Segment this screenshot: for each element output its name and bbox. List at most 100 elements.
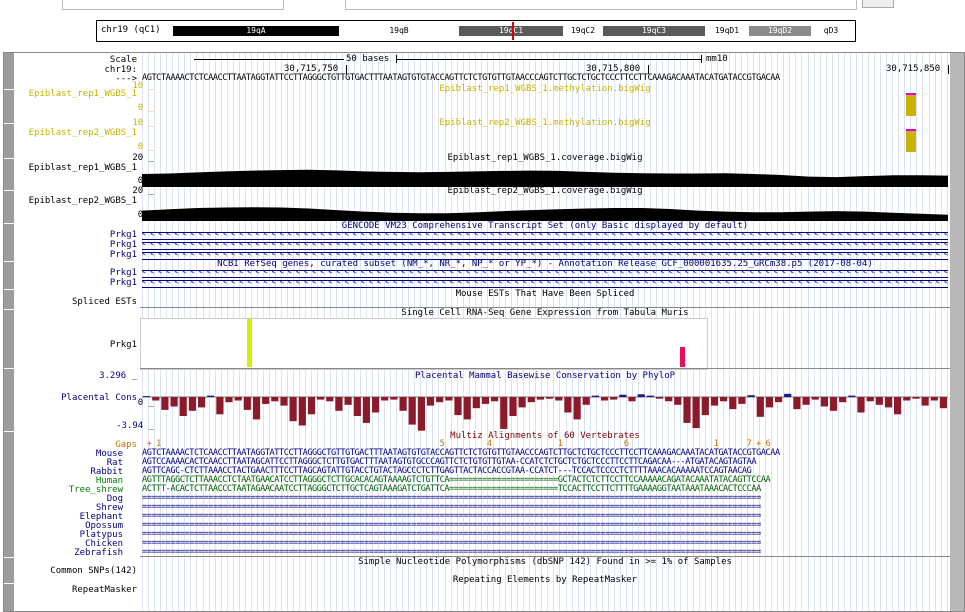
grid-line [710,53,712,611]
refseq-transcript[interactable]: < < < < < < < < < < < < < < < < < < < < < < < < < < < < < < < < < < < < < < < <… [142,268,949,278]
strand-arrow-icon: < [879,240,884,248]
phylop-graph[interactable] [142,381,948,431]
grid-line [771,53,773,611]
strand-arrow-icon: < [498,278,503,286]
meth1-track-sidebar[interactable] [4,90,14,124]
tabula-expression-bar[interactable] [247,319,252,367]
strand-arrow-icon: < [571,240,576,248]
strand-arrow-icon: < [741,230,746,238]
cov2-track-sidebar[interactable] [4,191,14,224]
ideogram-band[interactable]: 19qC2 [563,26,603,36]
species-label[interactable]: Zebrafish [74,548,123,558]
gencode-gene-label[interactable]: Prkg1 [109,230,137,240]
strand-arrow-icon: < [943,240,949,248]
rmsk-track-sidebar[interactable] [4,584,14,611]
genome-browser-image[interactable]: Scale chr19: ---> 50 bases mm10 30,715,7… [3,52,965,612]
tabula-box[interactable] [140,318,708,370]
meth2-track-sidebar[interactable] [4,124,14,159]
strand-arrow-icon: < [611,268,617,276]
strand-arrow-icon: < [538,268,544,276]
species-sequence: AGTCTAAAACTCTCAACCTTAATAGGTATTCCTTAGGGCT… [142,448,780,458]
strand-arrow-icon: < [441,268,446,276]
tabula-expression-bar[interactable] [680,347,685,367]
grid-line [728,53,730,611]
species-label[interactable]: Mouse [95,449,123,459]
meth1-value-bar[interactable] [906,95,916,116]
strand-arrow-icon: < [433,250,438,258]
ideogram-bands[interactable]: 19qA 19qB 19qC1 19qC2 19qC3 19qD1 19qD2 qD3 [173,21,851,41]
species-alignment-rows[interactable]: Mouse AGTCTAAAACTCTCAACCTTAATAGGTATTCCTTA… [4,448,950,559]
refseq-track-sidebar[interactable] [4,262,14,290]
refseq-gene-label[interactable]: Prkg1 [109,268,137,278]
gencode-track-sidebar[interactable] [4,224,14,262]
position-input[interactable] [62,0,284,10]
strand-arrow-icon: < [150,250,155,258]
species-label[interactable]: Opossum [85,521,123,531]
cov1-coverage-graph[interactable] [142,161,948,187]
cov2-coverage-graph[interactable] [142,195,948,221]
ideogram-band[interactable]: 19qC1 [459,26,563,36]
phylop-bar [793,397,801,410]
strand-arrow-icon: < [530,240,536,248]
strand-arrow-icon: < [571,250,576,258]
ideogram-band[interactable]: 19qB [339,26,459,36]
species-label[interactable]: Chicken [85,539,123,549]
gencode-transcript[interactable]: < < < < < < < < < < < < < < < < < < < < < < < < < < < < < < < < < < < < < < < <… [142,250,948,260]
ideogram-band[interactable]: 19qC3 [603,26,705,36]
species-label[interactable]: Tree_shrew [68,485,123,495]
grid-line [904,53,906,611]
ideogram-band[interactable]: 19qD2 [749,26,811,36]
species-label[interactable]: Human [95,476,123,486]
gencode-transcript[interactable]: < < < < < < < < < < < < < < < < < < < < < < < < < < < < < < < < < < < < < < < <… [142,240,949,250]
strand-arrow-icon: < [943,268,949,276]
search-term-input[interactable] [345,0,857,10]
strand-arrow-icon: < [530,230,536,238]
strand-arrow-icon: < [263,250,268,258]
phylop-track-sidebar[interactable] [4,369,14,432]
strand-arrow-icon: < [854,278,860,286]
strand-arrow-icon: < [749,240,754,248]
chromosome-ideogram[interactable]: chr19 (qC1) 19qA 19qB 19qC1 19qC2 19qC3 19qD1… [96,20,856,42]
tabula-gene-label[interactable]: Prkg1 [109,340,137,350]
coverage-area [142,169,948,187]
tabula-track-sidebar[interactable] [4,310,14,369]
strand-arrow-icon: < [417,230,422,238]
ideogram-band[interactable]: 19qD1 [705,26,749,36]
phylop-bar [655,397,664,399]
strand-arrow-icon: < [368,250,374,258]
phylop-bar [701,397,709,416]
gencode-transcript[interactable]: < < < < < < < < < < < < < < < < < < < < < < < < < < < < < < < < < < < < < < < <… [142,230,948,240]
species-label[interactable]: Shrew [95,503,123,513]
strand-arrow-icon: < [441,230,446,238]
phylop-bar [811,397,819,400]
gencode-gene-label[interactable]: Prkg1 [109,250,137,260]
strand-arrow-icon: < [352,268,357,276]
refseq-transcript[interactable]: < < < < < < < < < < < < < < < < < < < < < < < < < < < < < < < < < < < < < < < <… [142,278,948,288]
cov1-track-sidebar[interactable] [4,159,14,191]
strand-arrow-icon: < [668,278,673,286]
refseq-gene-label[interactable]: Prkg1 [109,278,137,288]
species-label[interactable]: Rat [106,458,123,468]
strand-arrow-icon: < [709,278,714,286]
species-label[interactable]: Dog [106,494,123,504]
ests-track-sidebar[interactable] [4,290,14,310]
gencode-gene-label[interactable]: Prkg1 [109,240,137,250]
strand-arrow-icon: < [652,278,657,286]
strand-arrow-icon: < [466,240,471,248]
strand-arrow-icon: < [158,268,163,276]
multiz-track-sidebar[interactable] [4,432,14,558]
species-label[interactable]: Platypus [79,530,123,540]
ruler-track-sidebar[interactable] [4,53,14,90]
strand-arrow-icon: < [798,230,803,238]
strand-arrow-icon: < [498,240,503,248]
ideogram-band[interactable]: qD3 [811,26,851,36]
meth2-value-bar[interactable] [906,131,916,152]
snp-track-sidebar[interactable] [4,558,14,584]
go-button[interactable] [862,0,894,8]
ideogram-band[interactable]: 19qA [173,26,339,36]
strand-arrow-icon: < [223,250,228,258]
species-label[interactable]: Rabbit [90,467,123,477]
strand-arrow-icon: < [611,250,617,258]
species-label[interactable]: Elephant [79,512,123,522]
grid-line [880,53,882,611]
